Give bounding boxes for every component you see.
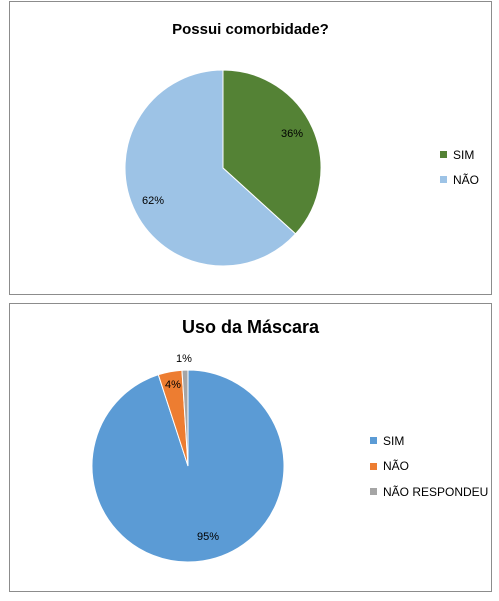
legend-item-nao: NÃO: [370, 454, 488, 480]
pie-chart-comorbidity: 36% 62%: [124, 69, 322, 267]
legend-label: NÃO: [383, 459, 410, 474]
legend-swatch: [440, 176, 447, 183]
legend-swatch: [370, 488, 377, 496]
pie-chart-mask-use: 95% 4% 1%: [91, 353, 285, 563]
legend: SIM NÃO NÃO RESPONDEU: [370, 428, 488, 505]
legend-item-sim: SIM: [440, 142, 479, 167]
chart-panel-mask-use: Uso da Máscara 95% 4% 1% SIM NÃO NÃO RESPO…: [9, 303, 492, 592]
legend-swatch: [370, 462, 377, 470]
pie-slice-sim: [222, 69, 322, 235]
legend-swatch: [370, 437, 377, 445]
data-label: 1%: [176, 353, 192, 365]
legend-item-nao-respondeu: NÃO RESPONDEU: [370, 479, 488, 505]
data-label: 95%: [197, 531, 219, 543]
pie-slice-n-o: [124, 69, 297, 267]
legend-label: SIM: [383, 433, 405, 448]
chart-title: Uso da Máscara: [181, 317, 320, 337]
chart-panel-comorbidity: Possui comorbidade? 36% 62% SIM NÃO: [9, 1, 492, 295]
legend: SIM NÃO: [440, 142, 479, 192]
legend-item-nao: NÃO: [440, 167, 479, 192]
legend-label: NÃO RESPONDEU: [383, 484, 489, 499]
legend-swatch: [440, 151, 447, 158]
data-label: 36%: [281, 128, 303, 140]
legend-label: NÃO: [453, 172, 480, 187]
legend-item-sim: SIM: [370, 428, 488, 454]
pie-slice-n-o-respondeu: [181, 369, 189, 467]
legend-label: SIM: [453, 147, 475, 162]
chart-title: Possui comorbidade?: [172, 21, 329, 38]
data-label: 62%: [142, 195, 164, 207]
data-label: 4%: [165, 379, 181, 391]
